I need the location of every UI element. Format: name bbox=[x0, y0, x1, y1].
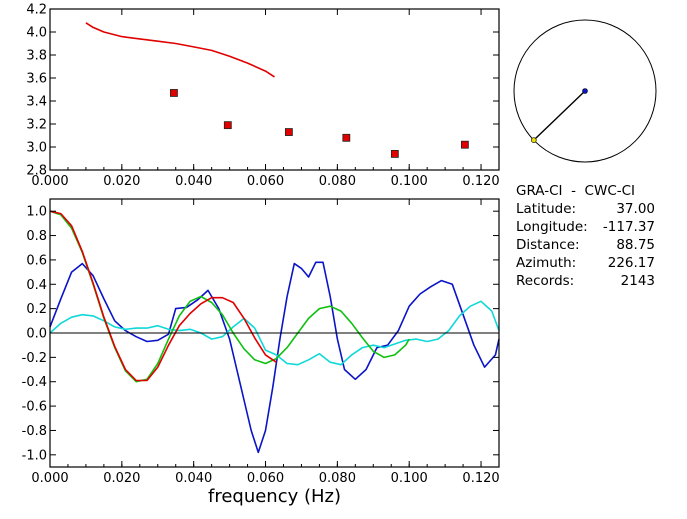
info-row-label: Distance: bbox=[516, 237, 580, 253]
info-row-label: Azimuth: bbox=[516, 255, 576, 271]
bottom-series-green-line bbox=[49, 210, 410, 383]
coherence-chart: 0.000 0.020 0.040 0.060 0.080 0.100 0.120 -1.0 -… bbox=[22, 198, 500, 507]
top-ytick-label-1: 3.0 bbox=[26, 141, 47, 156]
top-xtick-label-6: 0.120 bbox=[462, 174, 499, 189]
top-ytick-label-3: 3.4 bbox=[26, 95, 47, 110]
top-ytick-label-0: 2.8 bbox=[26, 164, 47, 179]
bottom-ytick-label-2: -0.6 bbox=[22, 400, 47, 415]
bottom-xtick-label-2: 0.040 bbox=[175, 471, 212, 486]
bottom-ytick-label-1: -0.8 bbox=[22, 424, 47, 439]
bottom-series-blue-line bbox=[49, 261, 500, 454]
top-ytick-label-2: 3.2 bbox=[26, 118, 47, 133]
bottom-ytick-label-3: -0.4 bbox=[22, 375, 47, 390]
info-row-label: Longitude: bbox=[516, 219, 588, 235]
bottom-ytick-label-6: 0.2 bbox=[26, 302, 47, 317]
azimuth-circle bbox=[513, 19, 657, 163]
bottom-ytick-label-5: 0.0 bbox=[26, 327, 47, 342]
dispersion-chart: 0.000 0.020 0.040 0.060 0.080 0.100 0.120 2.8 3.… bbox=[26, 3, 499, 190]
bottom-xtick-label-1: 0.020 bbox=[103, 471, 140, 486]
bottom-ytick-label-8: 0.6 bbox=[26, 253, 47, 268]
top-xtick-label-5: 0.100 bbox=[391, 174, 428, 189]
info-title: GRA-CI - CWC-CI bbox=[516, 183, 635, 199]
bottom-ytick-label-10: 1.0 bbox=[26, 205, 47, 220]
bottom-xtick-label-3: 0.060 bbox=[247, 471, 284, 486]
info-row-value: -117.37 bbox=[603, 219, 655, 235]
top-frame bbox=[49, 8, 500, 171]
info-row-value: 37.00 bbox=[616, 201, 655, 217]
info-row-label: Latitude: bbox=[516, 201, 576, 217]
info-row-value: 2143 bbox=[621, 273, 655, 289]
top-point-0 bbox=[170, 89, 178, 97]
station-dot bbox=[582, 88, 588, 94]
top-point-3 bbox=[342, 133, 351, 142]
bottom-ytick-label-4: -0.2 bbox=[22, 351, 47, 366]
azimuth-plot bbox=[513, 19, 657, 163]
top-xtick-label-2: 0.040 bbox=[175, 174, 212, 189]
top-point-4 bbox=[390, 149, 399, 158]
bottom-series-cyan-line bbox=[49, 300, 500, 366]
azimuth-line bbox=[533, 90, 586, 141]
x-axis-label: frequency (Hz) bbox=[208, 486, 341, 507]
bottom-ytick-label-9: 0.8 bbox=[26, 229, 47, 244]
top-ytick-label-5: 3.8 bbox=[26, 49, 47, 64]
info-rows: Latitude: 37.00 Longitude: -117.37 Distance:… bbox=[516, 201, 655, 289]
info-row-value: 226.17 bbox=[608, 255, 655, 271]
source-dot bbox=[530, 137, 537, 143]
bottom-ytick-label-7: 0.4 bbox=[26, 278, 47, 293]
bottom-xtick-label-4: 0.080 bbox=[319, 471, 356, 486]
top-xtick-label-3: 0.060 bbox=[247, 174, 284, 189]
top-point-2 bbox=[284, 128, 293, 136]
info-row-label: Records: bbox=[516, 273, 574, 289]
top-series-red-line bbox=[85, 22, 275, 78]
top-ytick-label-7: 4.2 bbox=[26, 3, 47, 18]
top-point-5 bbox=[460, 140, 469, 149]
station-info: GRA-CI - CWC-CI Latitude: 37.00 Longitude:… bbox=[516, 183, 655, 289]
bottom-ytick-label-0: -1.0 bbox=[22, 448, 47, 463]
info-row-value: 88.75 bbox=[616, 237, 655, 253]
top-point-1 bbox=[223, 121, 232, 130]
bottom-xtick-label-5: 0.100 bbox=[391, 471, 428, 486]
top-ytick-label-6: 4.0 bbox=[26, 26, 47, 41]
bottom-xtick-label-0: 0.000 bbox=[31, 471, 68, 486]
top-xtick-label-4: 0.080 bbox=[319, 174, 356, 189]
top-ytick-label-4: 3.6 bbox=[26, 72, 47, 87]
top-xtick-label-0: 0.000 bbox=[31, 174, 68, 189]
top-xtick-label-1: 0.020 bbox=[103, 174, 140, 189]
bottom-xtick-label-6: 0.120 bbox=[462, 471, 499, 486]
bottom-series-red-line bbox=[49, 210, 277, 382]
